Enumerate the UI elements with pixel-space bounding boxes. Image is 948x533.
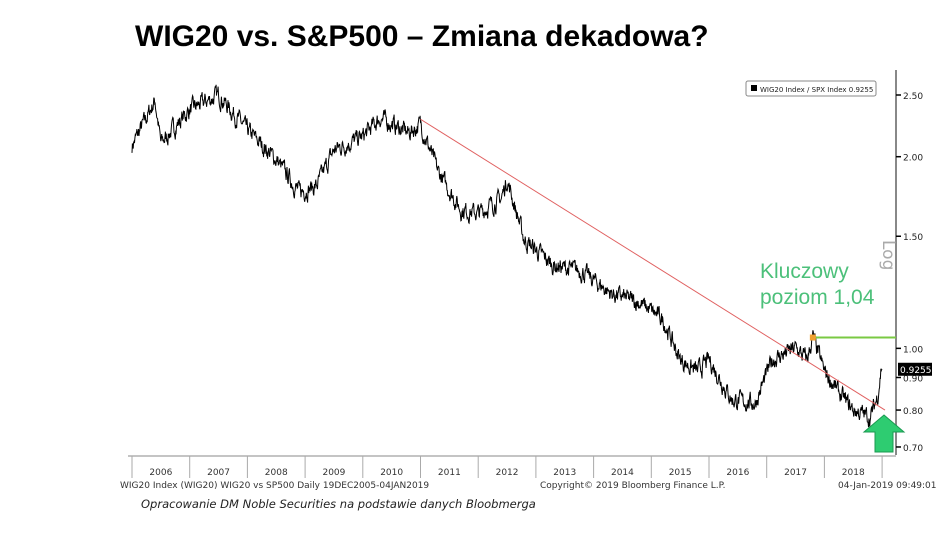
x-tick-label: 2008 <box>265 468 288 478</box>
legend-label: WIG20 Index / SPX Index 0.9255 <box>760 86 873 94</box>
y-tick-label: 0.70 <box>903 444 923 454</box>
annotation-line2: poziom 1,04 <box>760 286 875 309</box>
annotation-key-level: Kluczowy poziom 1,04 <box>760 259 874 311</box>
legend: WIG20 Index / SPX Index 0.9255 <box>745 80 877 97</box>
x-tick-label: 2016 <box>726 468 749 478</box>
key-level-marker <box>809 334 816 341</box>
x-tick-label: 2012 <box>496 468 519 478</box>
x-tick-label: 2010 <box>380 468 403 478</box>
last-value-label: 0.9255 <box>900 366 932 376</box>
footer-timestamp: 04-Jan-2019 09:49:01 <box>838 481 937 491</box>
y-tick-label: 1.00 <box>903 345 923 355</box>
x-tick-label: 2017 <box>784 468 807 478</box>
footer-source: WIG20 Index (WIG20) WIG20 vs SP500 Daily… <box>120 481 430 491</box>
x-tick-label: 2007 <box>207 468 230 478</box>
credit-note: Opracowanie DM Noble Securities na podst… <box>141 497 536 511</box>
series-line-wig20-spx <box>131 84 883 428</box>
x-tick-label: 2013 <box>553 468 576 478</box>
y-tick-label: 0.80 <box>903 407 923 417</box>
x-tick-label: 2015 <box>669 468 692 478</box>
y-tick-label: 0.90 <box>903 374 923 384</box>
chart-title: WIG20 vs. S&P500 – Zmiana dekadowa? <box>135 20 709 53</box>
x-tick-label: 2011 <box>438 468 461 478</box>
y-tick-label: 2.00 <box>903 154 923 164</box>
y-axis-label: Log <box>878 240 898 271</box>
y-tick-label: 1.50 <box>903 233 923 243</box>
x-tick-label: 2018 <box>842 468 865 478</box>
x-tick-label: 2009 <box>322 468 345 478</box>
y-tick-label: 2.50 <box>903 92 923 102</box>
trend-line <box>420 118 886 411</box>
footer-copyright: Copyright© 2019 Bloomberg Finance L.P. <box>540 481 726 491</box>
annotation-line1: Kluczowy <box>760 260 849 283</box>
legend-box <box>745 80 877 97</box>
green-arrow-icon <box>862 414 906 453</box>
x-tick-label: 2014 <box>611 468 634 478</box>
last-value-badge <box>898 362 932 376</box>
legend-swatch <box>751 85 757 91</box>
x-tick-label: 2006 <box>149 468 172 478</box>
